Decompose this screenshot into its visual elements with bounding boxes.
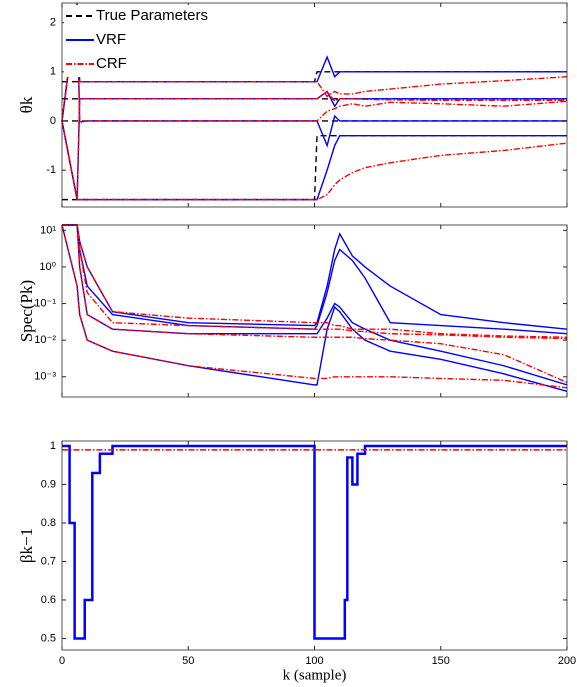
series-line [61, 90, 567, 200]
y-axis-label: βk−1 [17, 528, 36, 563]
y-tick-label: -1 [46, 164, 56, 176]
series-line [62, 224, 568, 335]
series-line [61, 120, 567, 201]
legend-label: True Parameters [96, 7, 208, 24]
y-axis-label: θk [17, 96, 36, 113]
y-tick-label: 10⁻² [34, 334, 56, 346]
x-tick-label: 50 [182, 655, 194, 667]
y-tick-label: 1 [50, 66, 56, 78]
y-tick-label: 0 [50, 115, 56, 127]
y-tick-label: 0.9 [41, 478, 56, 490]
y-tick-label: 10⁻³ [34, 371, 56, 383]
y-tick-label: 10⁰ [39, 261, 56, 273]
y-tick-label: 10⁻¹ [34, 297, 56, 309]
y-tick-label: 1 [50, 440, 56, 452]
series-line [61, 120, 568, 201]
legend-label: CRF [96, 55, 127, 72]
series-line [62, 224, 568, 338]
y-tick-label: 0.6 [41, 594, 56, 606]
x-tick-label: 100 [305, 655, 323, 667]
series-line [61, 2, 567, 122]
y-tick-label: 0.8 [41, 517, 56, 529]
series-line [61, 2, 568, 122]
series-line [62, 224, 568, 384]
legend-label: VRF [96, 31, 126, 48]
x-tick-label: 0 [59, 655, 65, 667]
x-tick-label: 200 [558, 655, 576, 667]
series-line [61, 2, 568, 123]
y-tick-label: 10¹ [40, 224, 56, 236]
series-line [61, 224, 568, 389]
y-axis-label: Spec(Pk) [17, 280, 36, 342]
series-line [62, 224, 568, 340]
x-axis-label: k (sample) [283, 667, 347, 683]
series-line [62, 444, 567, 640]
x-tick-label: 150 [432, 655, 450, 667]
y-tick-label: 0.7 [41, 555, 56, 567]
y-tick-label: 2 [50, 17, 56, 29]
y-tick-label: 0.5 [41, 632, 56, 644]
